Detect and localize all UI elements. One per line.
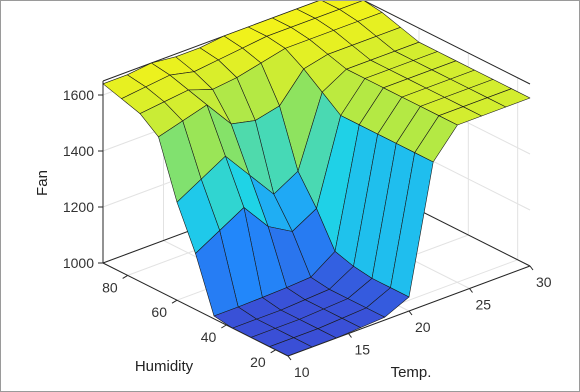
- y-tick-label: 80: [102, 279, 118, 295]
- z-axis-label: Fan: [34, 170, 51, 196]
- z-tick-label: 1400: [63, 143, 94, 159]
- y-tick-label: 60: [151, 304, 167, 320]
- y-axis-line: [102, 262, 289, 357]
- x-tick-label: 20: [415, 319, 431, 335]
- x-axis-label: Temp.: [391, 364, 432, 381]
- x-tick-mark: [469, 288, 473, 293]
- axis-edge: [363, 1, 531, 85]
- x-tick-mark: [529, 265, 534, 271]
- x-tick-mark: [348, 333, 352, 338]
- y-tick-label: 40: [201, 329, 217, 345]
- x-tick-label: 15: [355, 342, 371, 358]
- y-tick-label: 20: [250, 354, 266, 370]
- y-tick-mark: [270, 349, 276, 354]
- y-axis-label: Humidity: [135, 358, 194, 375]
- x-tick-label: 25: [476, 297, 492, 313]
- y-tick-mark: [171, 299, 178, 304]
- y-tick-mark: [122, 274, 128, 279]
- x-tick-label: 10: [294, 364, 310, 380]
- x-tick-mark: [287, 355, 292, 361]
- x-tick-mark: [408, 310, 413, 316]
- z-tick-label: 1000: [63, 255, 94, 271]
- z-tick-label: 1200: [63, 199, 94, 215]
- x-tick-label: 30: [536, 274, 552, 290]
- surface-mesh: [102, 1, 531, 357]
- y-tick-mark: [221, 324, 227, 329]
- tick-labels: 1000 1200 1400 1600 10 15 20 25 30 20 40 60 80: [63, 87, 552, 380]
- z-tick-label: 1600: [63, 87, 94, 103]
